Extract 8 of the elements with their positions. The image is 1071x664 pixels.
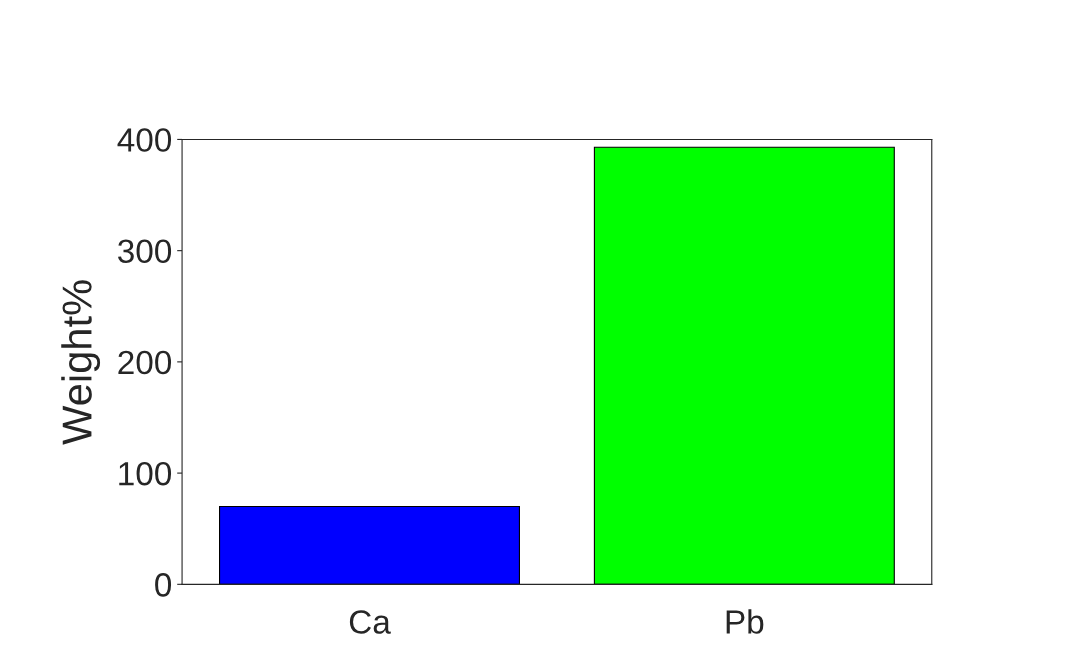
y-tick-label: 100 — [119, 461, 172, 486]
y-tick-label: 300 — [118, 239, 172, 264]
y-tick-label: 0 — [155, 573, 172, 597]
x-tick-label: Ca — [349, 610, 391, 634]
x-tick-label: Pb — [726, 609, 764, 634]
y-tick-label: 200 — [118, 350, 172, 375]
y-tick-label: 400 — [117, 128, 172, 152]
y-axis-title: Weight% — [61, 280, 101, 445]
